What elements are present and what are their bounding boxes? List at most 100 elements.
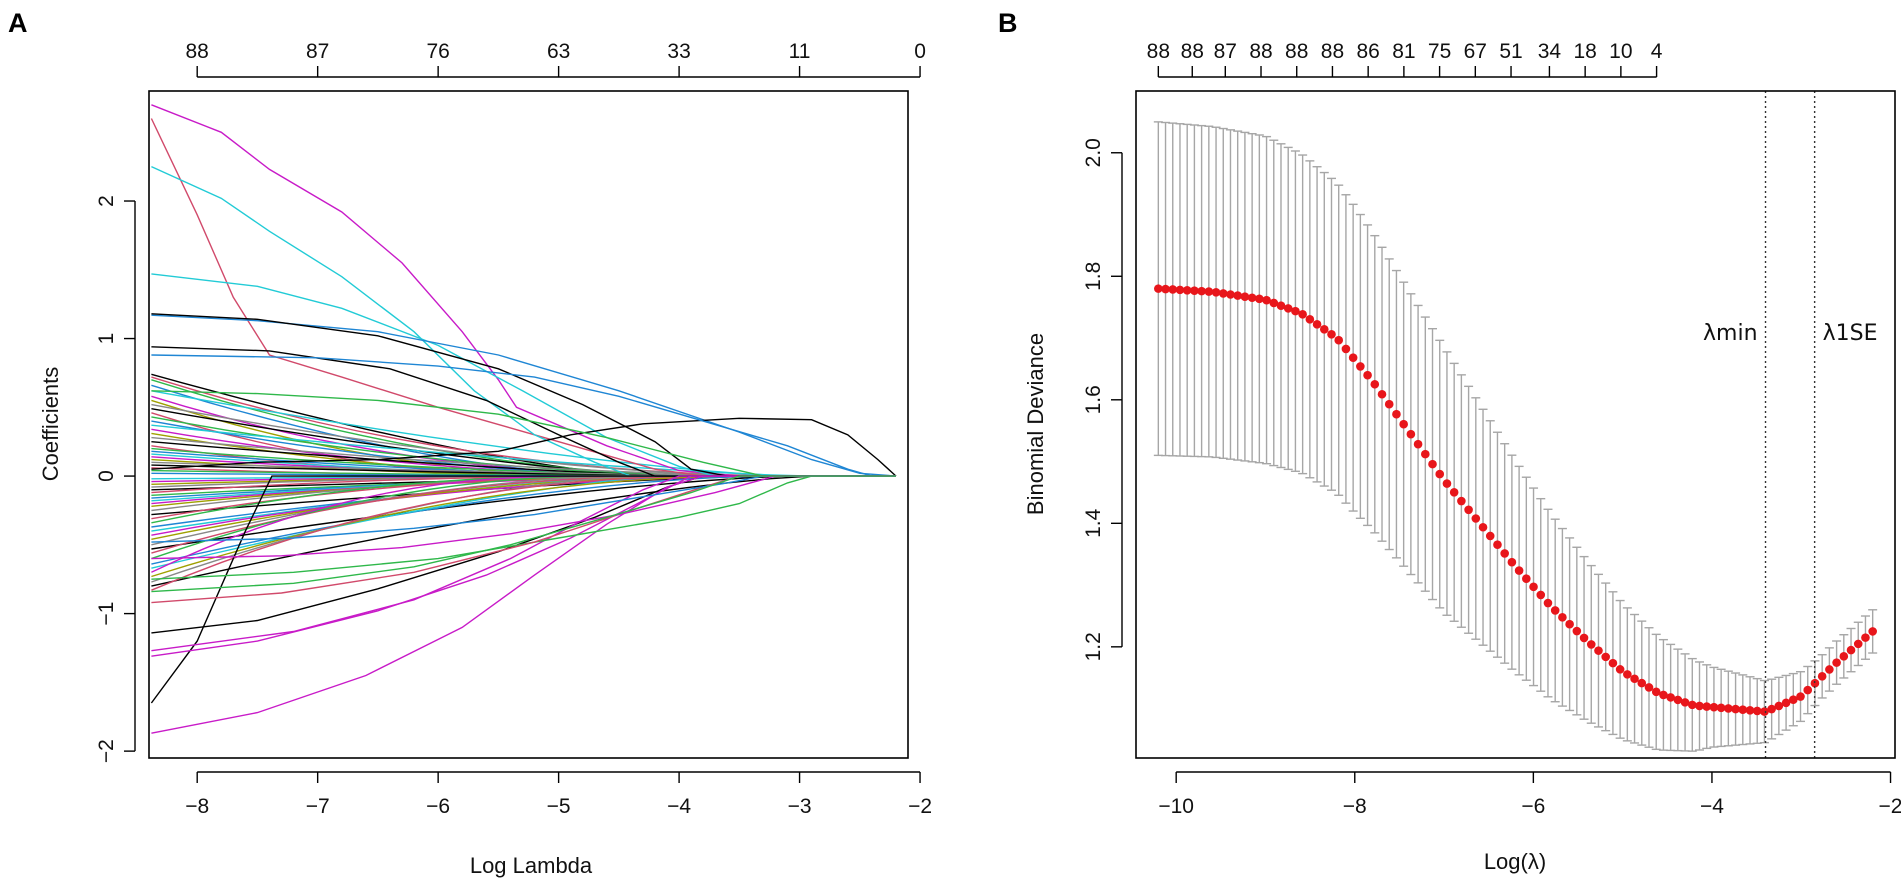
mean-deviance-point: [1485, 531, 1495, 541]
b-top-tick-label: 10: [1609, 40, 1632, 63]
coefficient-path: [151, 354, 896, 477]
mean-deviance-point: [1269, 298, 1279, 308]
a-y-tick-label: −2: [95, 739, 118, 763]
coefficient-path: [150, 118, 896, 477]
b-top-tick-label: 75: [1428, 40, 1451, 63]
mean-deviance-point: [1760, 707, 1769, 716]
cv-deviance-plot: λmin λ1SE: [1153, 91, 1878, 758]
mean-deviance-point: [1471, 514, 1481, 523]
mean-deviance-point: [1190, 286, 1199, 296]
mean-deviance-point: [1327, 329, 1336, 339]
coefficient-path: [151, 475, 896, 593]
mean-deviance-point: [1168, 285, 1178, 294]
a-top-tick-label: 0: [914, 40, 926, 63]
mean-deviance-point: [1868, 627, 1877, 636]
reference-line-label: λ1SE: [1823, 321, 1878, 346]
mean-deviance-point: [1543, 598, 1553, 608]
b-top-tick-label: 34: [1538, 40, 1562, 63]
mean-deviance-point: [1421, 449, 1430, 459]
plot-frame-a: [148, 90, 909, 759]
b-y-tick-label: 1.8: [1082, 262, 1105, 291]
a-x-tick-label: −3: [788, 795, 812, 818]
mean-deviance-point: [1810, 678, 1820, 688]
mean-deviance-point: [1724, 704, 1733, 713]
coefficient-path: [151, 475, 896, 580]
mean-deviance-point: [1673, 695, 1683, 705]
panel-b: B λmin λ1SE −10 −8 −6 −4 −2 1.2 1.4 1.6 1.8 2.0 88 8…: [998, 8, 1901, 874]
mean-deviance-point: [1291, 306, 1300, 316]
mean-deviance-point: [1406, 429, 1416, 439]
mean-deviance-point: [1745, 706, 1755, 715]
mean-deviance-point: [1550, 606, 1560, 615]
mean-deviance-point: [1839, 652, 1849, 661]
mean-deviance-point: [1832, 658, 1841, 667]
mean-deviance-point: [1601, 652, 1610, 662]
coefficient-path: [151, 475, 896, 569]
mean-deviance-point: [1370, 379, 1380, 389]
b-top-tick-label: 88: [1285, 40, 1308, 63]
b-top-tick-label: 81: [1392, 40, 1415, 63]
coefficient-path: [151, 417, 897, 477]
coefficient-paths: [150, 104, 897, 734]
mean-deviance-point: [1853, 639, 1863, 649]
b-top-tick-label: 67: [1464, 40, 1487, 63]
b-y-tick-label: 1.4: [1082, 508, 1105, 538]
mean-deviance-point: [1594, 646, 1603, 655]
mean-deviance-point: [1572, 626, 1582, 636]
b-top-tick-label: 88: [1181, 40, 1204, 63]
b-top-tick-label: 88: [1249, 40, 1272, 63]
a-top-tick-label: 76: [426, 40, 449, 63]
mean-deviance-point: [1738, 705, 1748, 715]
mean-deviance-point: [1478, 522, 1488, 532]
mean-deviance-point: [1226, 290, 1235, 299]
mean-deviance-point: [1276, 301, 1286, 310]
mean-deviance-point: [1789, 695, 1798, 704]
b-y-tick-label: 1.6: [1082, 385, 1105, 414]
panel-letter-a: A: [8, 8, 28, 38]
mean-deviance-point: [1175, 285, 1185, 295]
mean-deviance-point: [1709, 702, 1719, 712]
mean-deviance-point: [1348, 353, 1358, 362]
plot-frame-b: [1135, 90, 1896, 759]
b-x-tick-label: −10: [1158, 795, 1194, 818]
mean-deviance-point: [1752, 706, 1762, 716]
coefficient-path: [151, 475, 896, 543]
mean-deviance-point: [1211, 288, 1221, 297]
mean-deviance-point: [1399, 419, 1408, 429]
b-x-tick-label: −6: [1521, 795, 1545, 818]
mean-deviance-point: [1464, 505, 1473, 515]
mean-deviance-point: [1565, 619, 1574, 629]
a-x-tick-label: −8: [185, 795, 209, 818]
b-y-tick-label: 2.0: [1082, 138, 1105, 167]
coefficient-path: [151, 373, 896, 477]
b-top-tick-label: 51: [1499, 40, 1522, 63]
b-top-tick-label: 86: [1356, 40, 1379, 63]
mean-deviance-point: [1586, 640, 1596, 649]
a-y-tick-label: −1: [95, 602, 118, 626]
coefficient-path: [151, 475, 896, 634]
mean-deviance-point: [1529, 582, 1538, 592]
b-x-tick-label: −8: [1343, 795, 1367, 818]
mean-deviance-point: [1413, 439, 1423, 449]
mean-deviance-point: [1334, 335, 1344, 345]
a-top-tick-label: 11: [789, 40, 811, 63]
mean-deviance-point: [1651, 687, 1661, 697]
b-top-tick-label: 18: [1573, 40, 1596, 63]
coefficient-path: [151, 475, 896, 657]
mean-deviance-point: [1319, 325, 1329, 334]
reference-line-label: λmin: [1703, 321, 1758, 346]
coefficient-path: [151, 390, 896, 477]
coefficient-path: [151, 165, 896, 477]
mean-deviance-point: [1608, 658, 1618, 668]
mean-deviance-point: [1197, 286, 1206, 296]
mean-deviance-point: [1240, 292, 1250, 301]
mean-deviance-point: [1623, 670, 1632, 679]
mean-deviance-point: [1731, 704, 1740, 714]
mean-deviance-point: [1644, 683, 1654, 692]
b-x-tick-label: −2: [1879, 795, 1901, 818]
mean-deviance-point: [1615, 665, 1625, 674]
mean-deviance-point: [1579, 633, 1589, 643]
coefficient-path: [151, 475, 896, 560]
mean-deviance-point: [1384, 399, 1394, 409]
